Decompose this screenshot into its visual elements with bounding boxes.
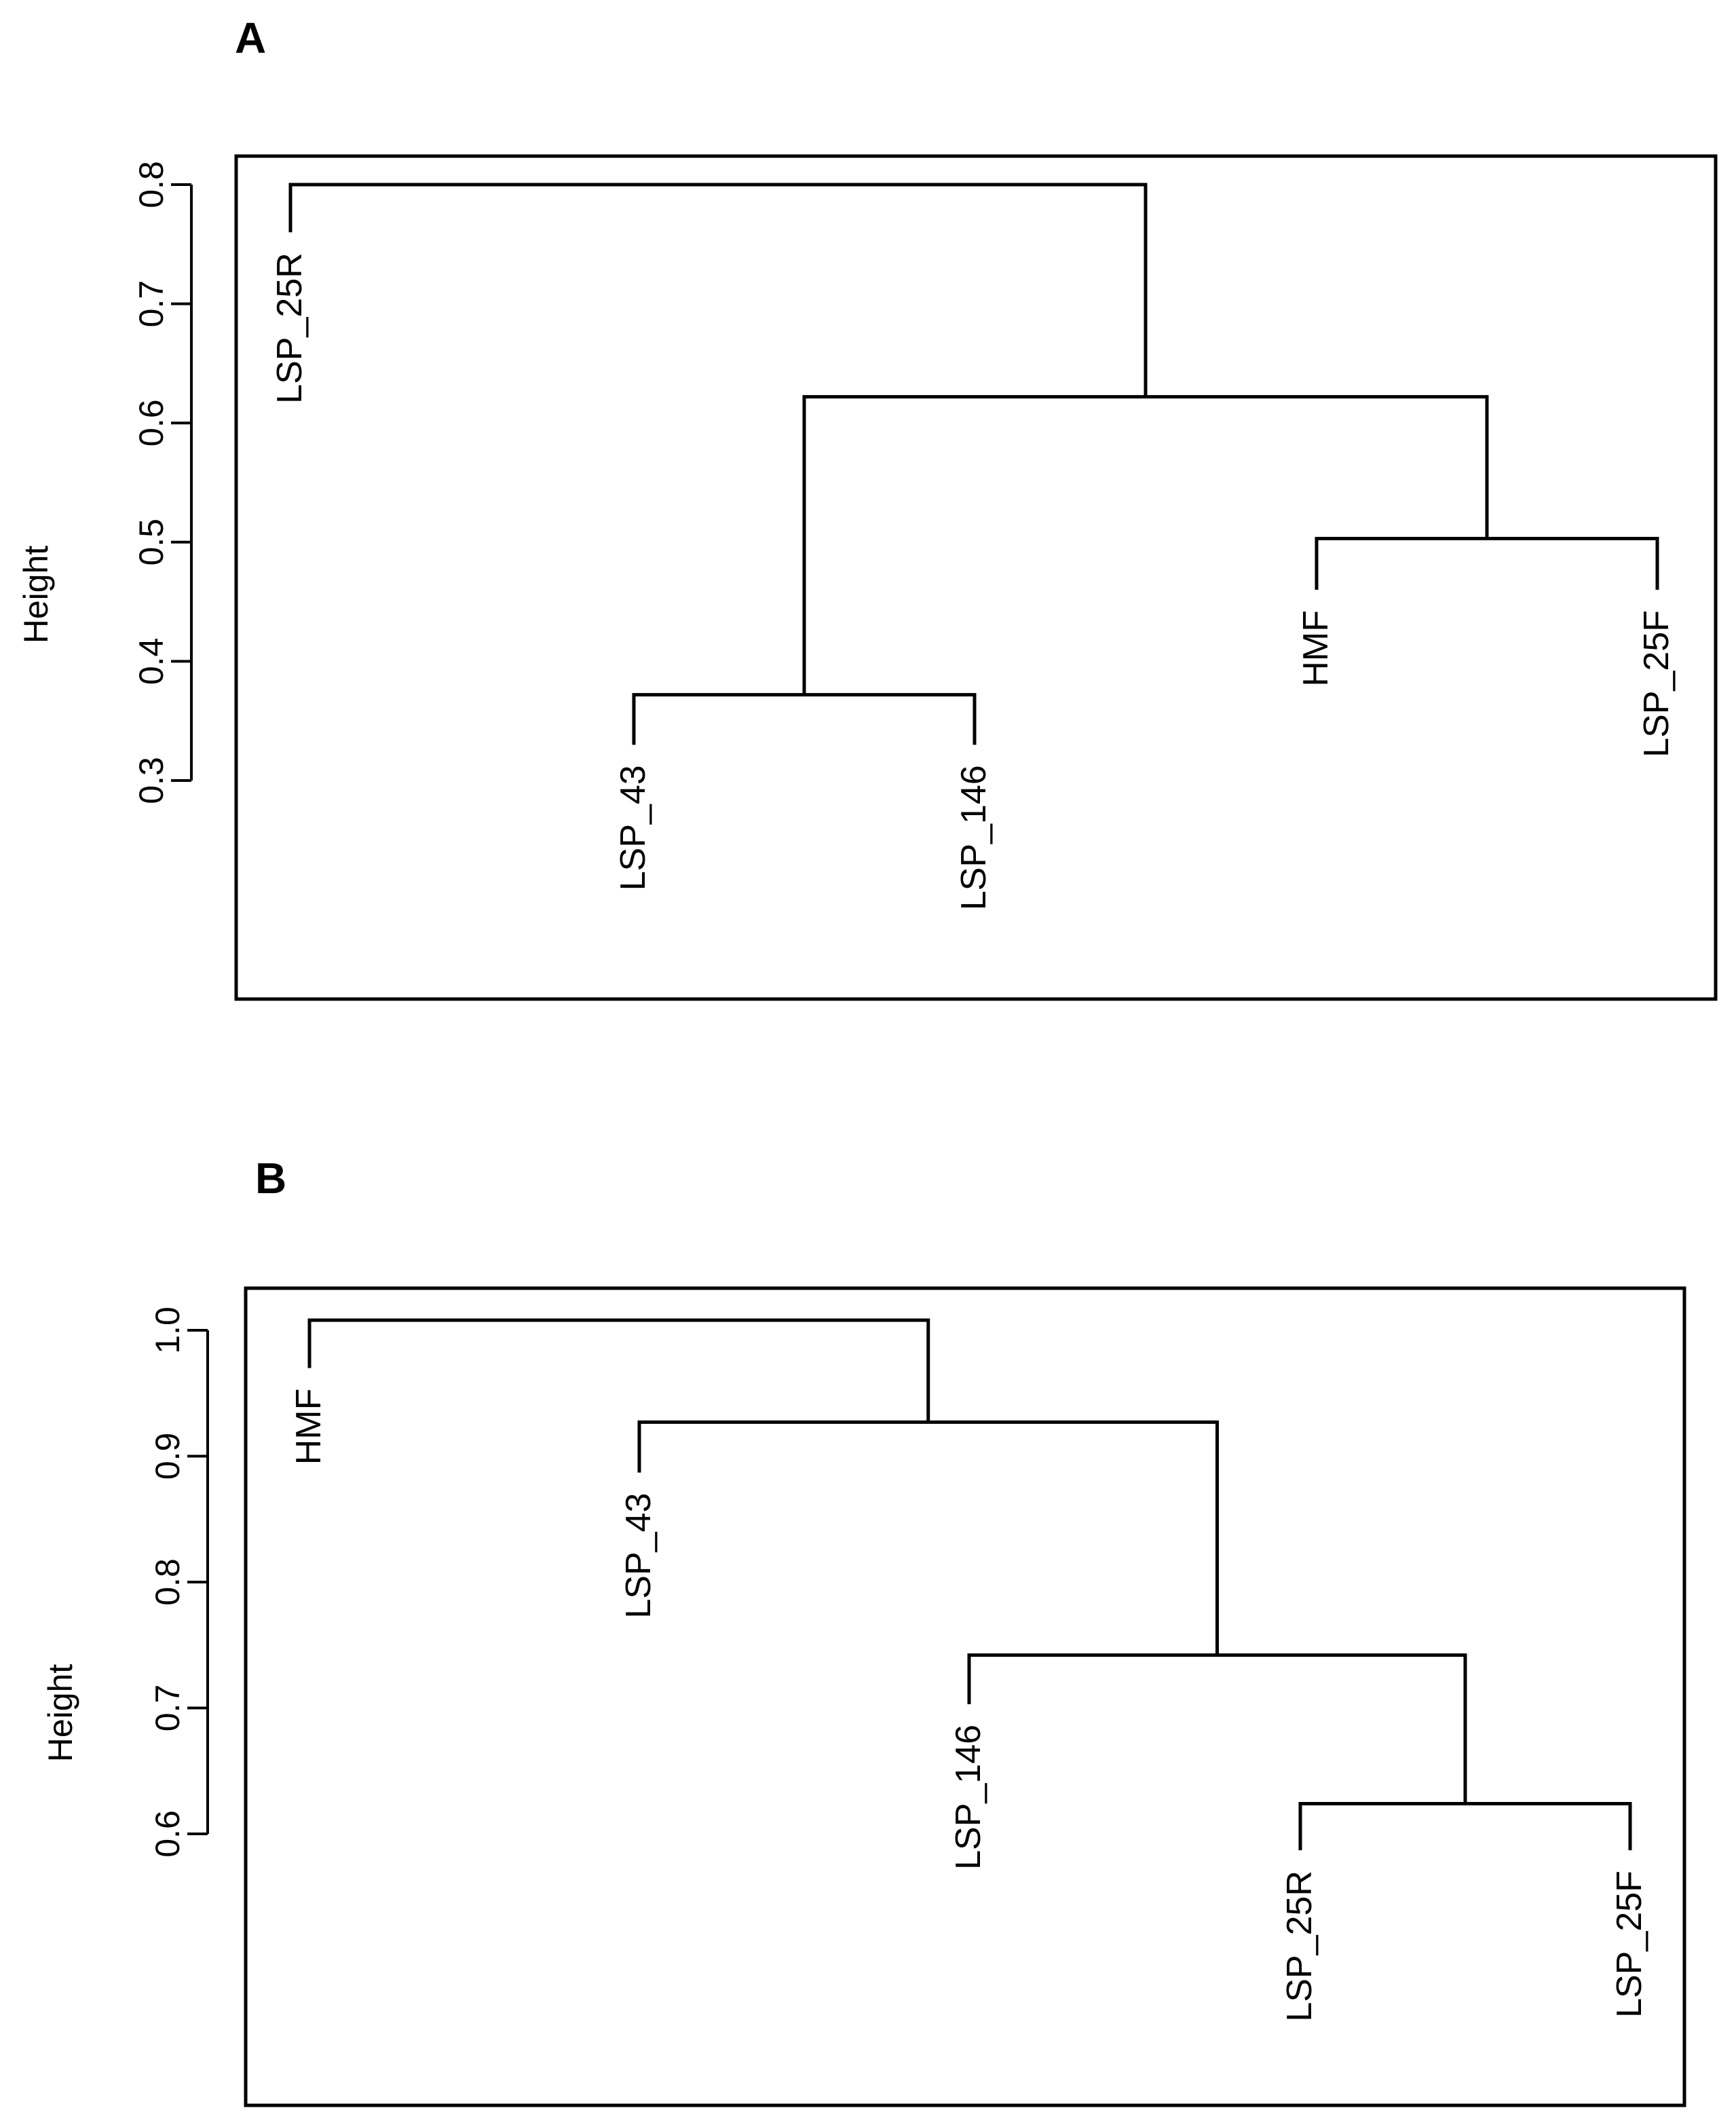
panel-b-merge-link	[1298, 1801, 1632, 1851]
panel-b-leaf-label: LSP_25R	[1280, 1871, 1319, 2022]
panel-a-plot-frame	[234, 154, 1718, 1001]
panel-a-merge-link	[288, 183, 1148, 397]
panel-a-links	[288, 183, 1659, 745]
panel-a: A 0.3 0.4 0.5 0.6 0.7 0.8 Height LSP_25R LSP_4…	[17, 14, 1718, 1001]
panel-b-links	[307, 1318, 1632, 1851]
panel-a-letter: A	[235, 14, 266, 62]
panel-b-leaf-labels: HMF LSP_43 LSP_146 LSP_25R LSP_25F	[289, 1389, 1649, 2022]
panel-b-y-tick-label: 0.7	[149, 1685, 187, 1732]
panel-b-y-tick-label: 0.8	[149, 1558, 187, 1606]
panel-a-leaf-label: LSP_146	[954, 765, 994, 910]
panel-b-y-tick-label: 0.6	[149, 1810, 187, 1858]
panel-a-y-tick-label: 0.6	[132, 399, 170, 447]
panel-b-plot-frame	[244, 1286, 1686, 2107]
panel-b-letter: B	[255, 1154, 286, 1203]
panel-a-merge-link	[802, 395, 1489, 695]
panel-a-merge-link	[1315, 537, 1659, 590]
panel-b-merge-link	[637, 1420, 1219, 1655]
panel-b-leaf-label: LSP_43	[619, 1493, 658, 1619]
panel-b-y-tick-label: 1.0	[149, 1307, 187, 1354]
panel-a-y-tick-label: 0.3	[132, 757, 170, 804]
panel-b-y-axis-title: Height	[41, 1664, 79, 1763]
panel-b-leaf-label: LSP_25F	[1610, 1871, 1649, 2018]
panel-a-leaf-label: LSP_25R	[270, 252, 309, 404]
panel-a-y-tick-label: 0.5	[132, 519, 170, 566]
panel-a-y-axis-title: Height	[17, 546, 55, 644]
panel-b-leaf-label: LSP_146	[949, 1725, 988, 1870]
panel-b-merge-link	[307, 1318, 930, 1423]
panel-b-leaf-label: HMF	[289, 1389, 328, 1465]
panel-a-y-tick-label: 0.4	[132, 638, 170, 685]
panel-b-y-axis: 0.6 0.7 0.8 0.9 1.0	[149, 1307, 209, 1858]
panel-a-merge-link	[632, 693, 977, 745]
panel-b-merge-link	[967, 1653, 1467, 1804]
panel-b: B 0.6 0.7 0.8 0.9 1.0 Height HMF LSP_43 LSP_14…	[41, 1154, 1686, 2107]
panel-a-leaf-label: LSP_25F	[1637, 610, 1676, 757]
panel-a-leaf-label: HMF	[1296, 610, 1336, 687]
panel-a-y-tick-label: 0.7	[132, 280, 170, 328]
panel-a-leaf-label: LSP_43	[614, 765, 653, 890]
panel-a-y-tick-label: 0.8	[132, 161, 170, 208]
panel-a-y-axis: 0.3 0.4 0.5 0.6 0.7 0.8	[132, 161, 193, 804]
panel-b-y-tick-label: 0.9	[149, 1433, 187, 1480]
panel-a-leaf-labels: LSP_25R LSP_43 LSP_146 HMF LSP_25F	[270, 252, 1676, 910]
